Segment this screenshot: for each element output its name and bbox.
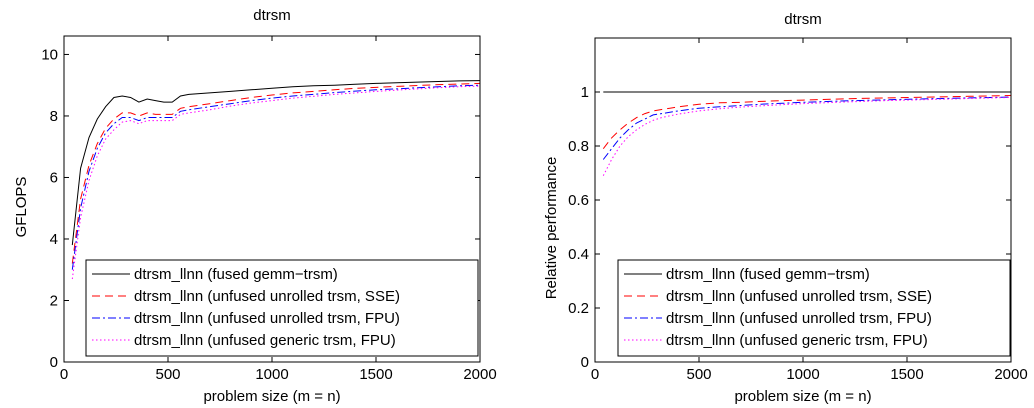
x-axis-label-right: problem size (m = n) <box>734 388 871 405</box>
x-tick-label: 500 <box>686 366 711 383</box>
x-axis-label-left: problem size (m = n) <box>203 388 340 405</box>
x-tick-label: 1500 <box>359 366 392 383</box>
x-tick-label: 2000 <box>994 366 1027 383</box>
y-axis-label-left: GFLOPS <box>13 177 30 238</box>
legend-label: dtrsm_llnn (unfused generic trsm, FPU) <box>666 332 928 349</box>
y-tick-label: 0.8 <box>568 138 589 155</box>
y-tick-label: 0.6 <box>568 192 589 209</box>
y-tick-label: 2 <box>50 292 58 309</box>
legend-label: dtrsm_llnn (unfused unrolled trsm, SSE) <box>666 288 932 305</box>
y-tick-label: 0 <box>581 354 589 371</box>
x-tick-label: 1000 <box>786 366 819 383</box>
y-tick-label: 0.2 <box>568 300 589 317</box>
chart-panel-gflops: dtrsm GFLOPS problem size (m = n) 0 500 10… <box>13 7 497 405</box>
x-tick-label: 1500 <box>890 366 923 383</box>
chart-title-left: dtrsm <box>253 7 291 24</box>
plot-area-right: 0 500 1000 1500 2000 0 0.2 0.4 0.6 0.8 1 <box>568 38 1028 383</box>
legend-box <box>85 259 479 357</box>
series-line-2 <box>602 95 1012 150</box>
series-line-3 <box>71 84 481 270</box>
y-tick-label: 6 <box>50 169 58 186</box>
legend-label: dtrsm_llnn (unfused unrolled trsm, SSE) <box>134 288 400 305</box>
y-tick-label: 0 <box>50 354 58 371</box>
y-tick-label: 8 <box>50 108 58 125</box>
axes-frame-right <box>594 37 1012 363</box>
y-tick-label: 10 <box>41 46 58 63</box>
series-line-1 <box>71 80 481 246</box>
legend-left: dtrsm_llnn (fused gemm−trsm) dtrsm_llnn (… <box>85 259 479 357</box>
y-axis-label-right: Relative performance <box>543 157 560 300</box>
legend-label: dtrsm_llnn (unfused unrolled trsm, FPU) <box>666 310 932 327</box>
legend-label: dtrsm_llnn (fused gemm−trsm) <box>134 266 338 283</box>
series-line-3 <box>602 96 1012 160</box>
plot-area-left: 0 500 1000 1500 2000 0 2 4 6 8 10 <box>41 36 497 383</box>
legend-label: dtrsm_llnn (unfused generic trsm, FPU) <box>134 332 396 349</box>
x-tick-label: 0 <box>591 366 599 383</box>
series-line-4 <box>71 85 481 280</box>
x-tick-label: 500 <box>155 366 180 383</box>
y-tick-label: 4 <box>50 231 58 248</box>
legend-label: dtrsm_llnn (fused gemm−trsm) <box>666 266 870 283</box>
series-line-2 <box>71 82 481 264</box>
x-tick-label: 0 <box>60 366 68 383</box>
legend-right: dtrsm_llnn (fused gemm−trsm) dtrsm_llnn (… <box>617 259 1011 357</box>
y-tick-label: 0.4 <box>568 246 589 263</box>
y-tick-label: 1 <box>581 84 589 101</box>
x-tick-label: 1000 <box>255 366 288 383</box>
chart-title-right: dtrsm <box>784 11 822 28</box>
legend-box <box>617 259 1011 357</box>
chart-panel-relative: dtrsm Relative performance problem size … <box>543 11 1028 405</box>
x-tick-label: 2000 <box>463 366 496 383</box>
legend-label: dtrsm_llnn (unfused unrolled trsm, FPU) <box>134 310 400 327</box>
axes-frame-left <box>63 35 481 363</box>
series-line-4 <box>602 96 1012 176</box>
